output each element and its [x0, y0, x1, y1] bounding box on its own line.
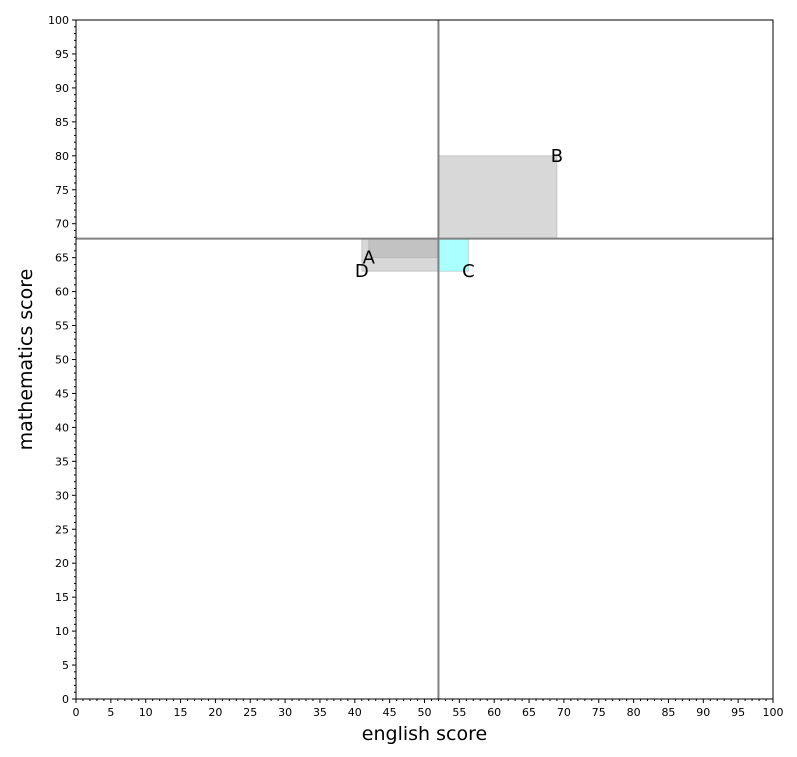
y-tick-label: 75	[55, 184, 69, 197]
x-tick-label: 85	[661, 706, 675, 719]
x-tick-label: 10	[139, 706, 153, 719]
y-tick-label: 85	[55, 116, 69, 129]
x-tick-label: 35	[313, 706, 327, 719]
y-tick-label: 15	[55, 591, 69, 604]
x-tick-label: 15	[174, 706, 188, 719]
x-tick-label: 75	[592, 706, 606, 719]
x-axis-label: english score	[362, 723, 487, 745]
y-tick-label: 50	[55, 354, 69, 367]
point-label-d: D	[355, 261, 369, 282]
y-tick-label: 45	[55, 387, 69, 400]
y-tick-label: 100	[48, 14, 69, 27]
x-tick-label: 0	[73, 706, 80, 719]
y-tick-label: 70	[55, 218, 69, 231]
deviation-rect-c	[437, 238, 469, 272]
y-tick-label: 25	[55, 523, 69, 536]
y-tick-label: 20	[55, 557, 69, 570]
deviation-rect-b	[437, 155, 558, 240]
deviation-rectangles	[361, 155, 558, 272]
x-tick-label: 25	[243, 706, 257, 719]
x-tick-label: 40	[348, 706, 362, 719]
y-tick-label: 0	[62, 693, 69, 706]
x-tick-label: 65	[522, 706, 536, 719]
x-tick-label: 50	[418, 706, 432, 719]
x-tick-label: 80	[627, 706, 641, 719]
y-tick-label: 95	[55, 48, 69, 61]
plot-frame	[75, 19, 774, 700]
y-tick-label: 55	[55, 320, 69, 333]
point-label-c: C	[462, 261, 475, 282]
point-label-a: A	[363, 248, 376, 269]
y-tick-label: 60	[55, 286, 69, 299]
point-labels: A B C D	[355, 146, 563, 282]
y-tick-label: 90	[55, 82, 69, 95]
y-tick-label: 10	[55, 625, 69, 638]
y-tick-label: 5	[62, 659, 69, 672]
y-axis-label: mathematics score	[15, 269, 37, 451]
x-tick-label: 60	[487, 706, 501, 719]
x-tick-label: 95	[731, 706, 745, 719]
mean-lines	[76, 20, 773, 699]
y-tick-label: 40	[55, 421, 69, 434]
y-tick-label: 35	[55, 455, 69, 468]
x-tick-label: 70	[557, 706, 571, 719]
point-label-b: B	[551, 146, 563, 167]
x-tick-label: 100	[763, 706, 784, 719]
x-tick-label: 30	[278, 706, 292, 719]
x-tick-label: 90	[696, 706, 710, 719]
y-tick-label: 80	[55, 150, 69, 163]
x-tick-label: 55	[452, 706, 466, 719]
axis-ticks: 0 5 10 15 20 25 30 35 40 45 50 55 60 65 70 75 80 85 90 95 10…	[48, 14, 784, 719]
x-tick-label: 20	[208, 706, 222, 719]
x-tick-label: 45	[383, 706, 397, 719]
y-tick-label: 30	[55, 489, 69, 502]
x-tick-label: 5	[107, 706, 114, 719]
y-tick-label: 65	[55, 252, 69, 265]
